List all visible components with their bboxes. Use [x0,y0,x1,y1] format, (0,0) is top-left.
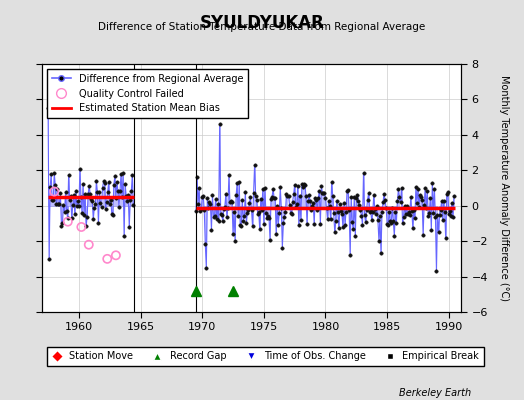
Difference from Regional Average [115,189,121,194]
Difference from Regional Average [130,202,137,207]
Difference from Regional Average [88,196,94,201]
Difference from Regional Average [47,185,53,190]
Text: Berkeley Earth: Berkeley Earth [399,388,472,398]
Difference from Regional Average [51,171,58,176]
Difference from Regional Average [84,214,90,219]
Difference from Regional Average [111,182,117,187]
Difference from Regional Average [46,256,52,261]
Point [77,224,85,230]
Point [112,252,120,258]
Y-axis label: Monthly Temperature Anomaly Difference (°C): Monthly Temperature Anomaly Difference (… [499,75,509,301]
Text: Difference of Station Temperature Data from Regional Average: Difference of Station Temperature Data f… [99,22,425,32]
Point [63,218,72,225]
Point [84,242,93,248]
Legend: Station Move, Record Gap, Time of Obs. Change, Empirical Break: Station Move, Record Gap, Time of Obs. C… [47,347,484,366]
Point [50,188,59,195]
Text: SYULDYUKAR: SYULDYUKAR [200,14,324,32]
Difference from Regional Average [45,106,51,111]
Line: Difference from Regional Average: Difference from Regional Average [46,106,135,260]
Point [103,256,112,262]
